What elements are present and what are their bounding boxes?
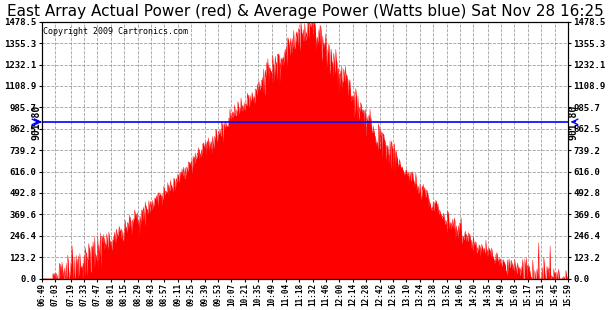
Text: Copyright 2009 Cartronics.com: Copyright 2009 Cartronics.com [43,27,188,36]
Text: 901.80: 901.80 [569,104,579,140]
Text: 901.80: 901.80 [31,104,41,140]
Title: East Array Actual Power (red) & Average Power (Watts blue) Sat Nov 28 16:25: East Array Actual Power (red) & Average … [7,4,603,19]
